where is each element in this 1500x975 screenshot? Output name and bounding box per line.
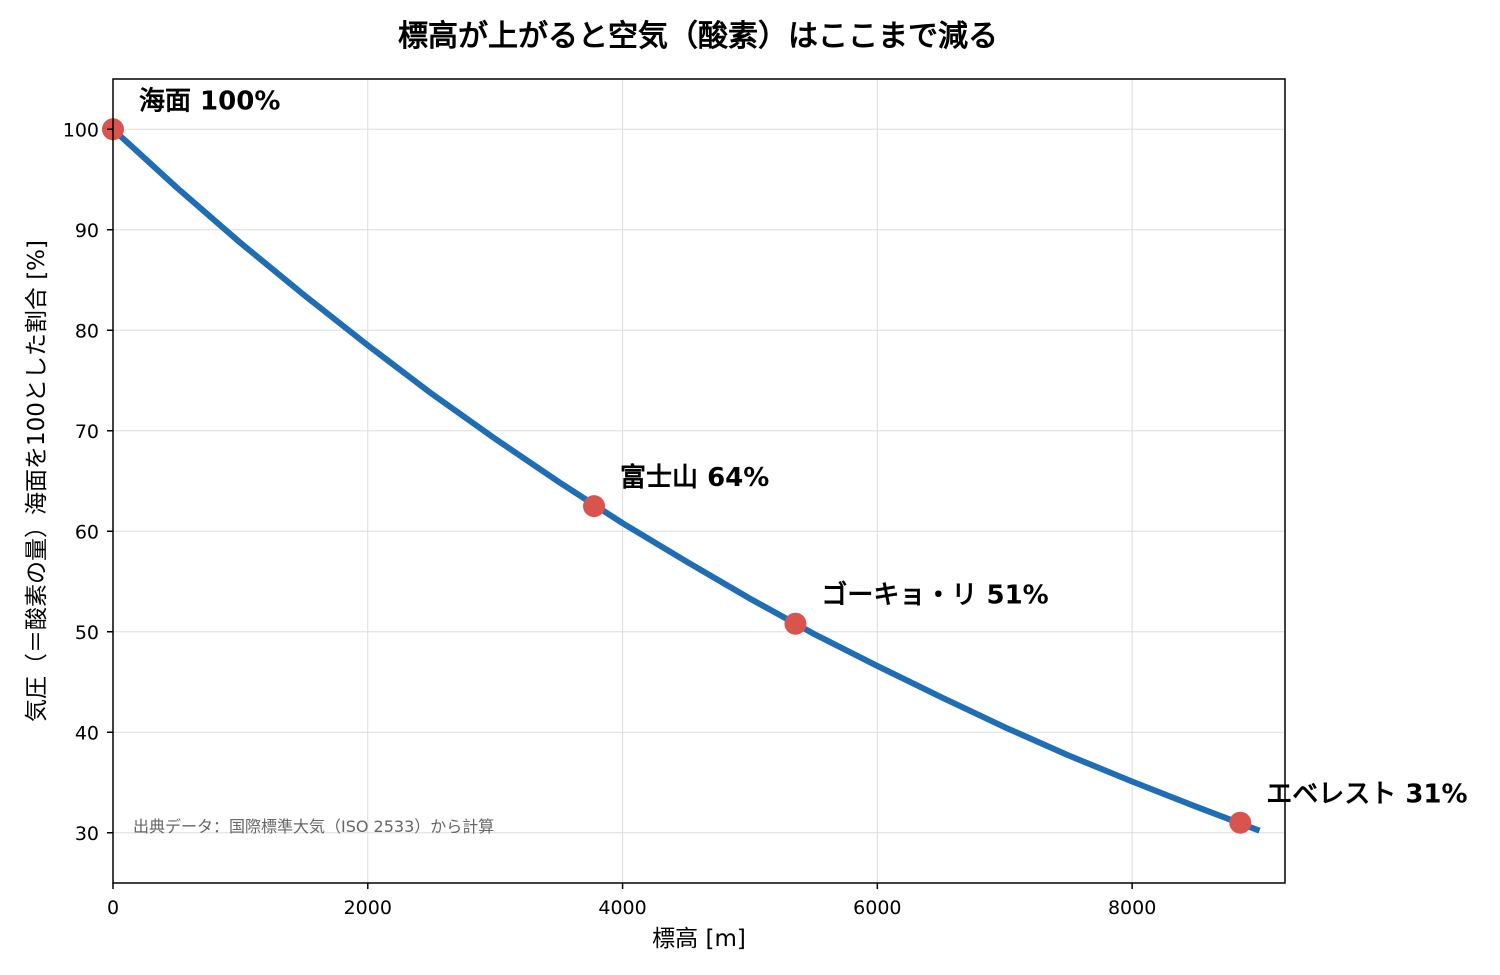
y-tick-label: 40: [75, 722, 99, 744]
x-tick-label: 0: [107, 897, 119, 919]
data-point: [784, 612, 807, 635]
series-layer: [110, 127, 1261, 834]
x-tick-label: 2000: [344, 897, 392, 919]
x-tick-label: 8000: [1108, 897, 1156, 919]
series-line: [110, 127, 1261, 834]
points-layer: 海面 100% 富士山 64% ゴーキョ・リ 51% エベレスト 31%: [102, 86, 1468, 834]
y-tick-label: 80: [75, 320, 99, 342]
y-tick-label: 30: [75, 823, 99, 845]
y-tick-label: 70: [75, 421, 99, 443]
x-axis-label: 標高 [m]: [652, 926, 746, 952]
y-axis-label: 気圧（＝酸素の量）海面を100とした割合 [%]: [24, 240, 50, 722]
y-tick-label: 100: [63, 119, 99, 141]
y-tick-label: 90: [75, 220, 99, 242]
source-note: 出典データ：国際標準大気（ISO 2533）から計算: [133, 817, 494, 836]
data-point-label: 富士山 64%: [620, 462, 769, 493]
chart-title: 標高が上がると空気（酸素）はここまで減る: [398, 19, 998, 54]
x-tick-label: 6000: [853, 897, 901, 919]
data-point-label: 海面 100%: [139, 86, 280, 116]
data-point: [583, 495, 606, 518]
data-point: [1229, 811, 1252, 834]
y-axis: 30 40 50 60 70 80 90 100: [63, 119, 113, 845]
y-tick-label: 50: [75, 622, 99, 644]
data-point-label: ゴーキョ・リ 51%: [821, 580, 1048, 611]
x-axis: 0 2000 4000 6000 8000: [107, 883, 1156, 919]
data-point-label: エベレスト 31%: [1266, 780, 1467, 810]
plot-frame: [112, 78, 1286, 884]
grid: [112, 79, 1285, 883]
y-tick-label: 60: [75, 521, 99, 543]
x-tick-label: 4000: [598, 897, 646, 919]
